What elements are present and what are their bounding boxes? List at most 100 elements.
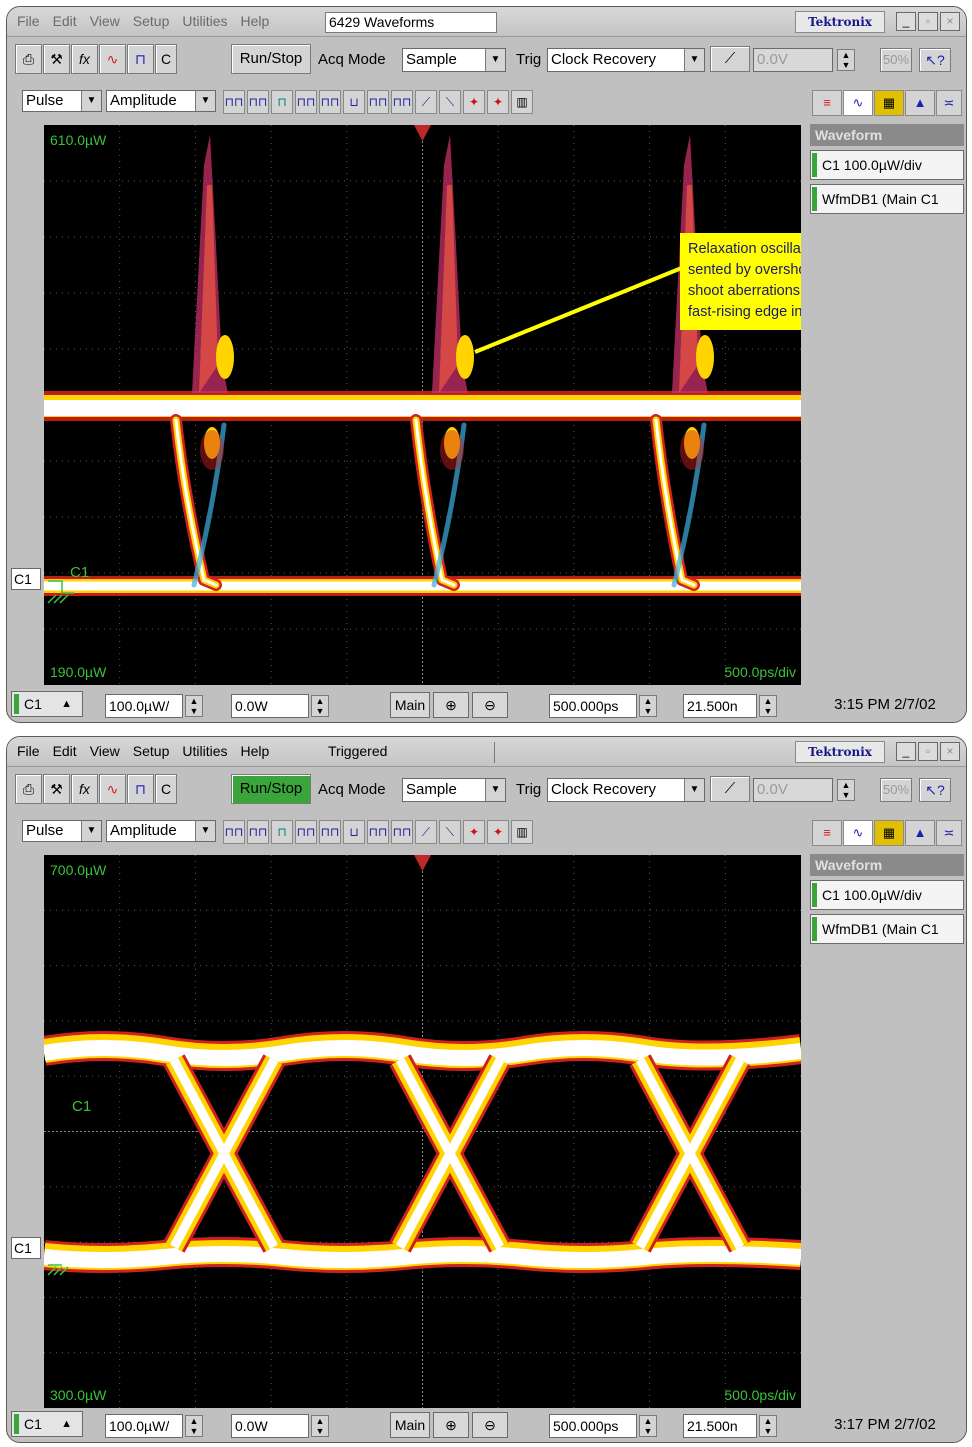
tab-histogram-icon[interactable]: ▲	[905, 820, 935, 846]
tab-xy-icon[interactable]: ≍	[936, 90, 962, 116]
trigger-slope-icon[interactable]: ⟋	[710, 776, 750, 802]
horizontal-scale-field[interactable]: 500.000ps	[549, 694, 637, 718]
trig-level-field[interactable]: 0.0V	[753, 778, 833, 802]
run-stop-button[interactable]: Run/Stop	[231, 774, 311, 804]
meas-duty-icon[interactable]: ⊓⊓	[319, 820, 341, 844]
meas-frequency-icon[interactable]: ⊓⊓	[247, 90, 269, 114]
help-pointer-icon[interactable]: ↖?	[919, 48, 951, 72]
meas-period-icon[interactable]: ⊓⊓	[223, 90, 245, 114]
main-timebase-button[interactable]: Main	[390, 1412, 430, 1438]
tab-xy-icon[interactable]: ≍	[936, 820, 962, 846]
horizontal-scale-spinner-icon[interactable]: ▲ ▼	[639, 1415, 657, 1437]
math-fx-icon[interactable]: fx	[71, 44, 98, 74]
c1-channel-marker[interactable]: C1	[11, 568, 41, 590]
tab-waveform-icon[interactable]: ∿	[843, 90, 873, 116]
waveform-item-wfmdb1[interactable]: WfmDB1 (Main C1	[810, 184, 964, 214]
zoom-50-button[interactable]: 50%	[880, 778, 912, 802]
zoom-in-icon[interactable]: ⊕	[433, 1412, 469, 1438]
meas-duty-icon[interactable]: ⊓⊓	[319, 90, 341, 114]
eye-diagram-display[interactable]: 700.0µW 300.0µW 500.0ps/div C1	[44, 855, 801, 1408]
trig-select[interactable]: Clock Recovery ▼	[547, 778, 705, 802]
trigger-slope-icon[interactable]: ⟋	[710, 46, 750, 72]
zoom-50-button[interactable]: 50%	[880, 48, 912, 72]
horizontal-position-spinner-icon[interactable]: ▲ ▼	[759, 1415, 777, 1437]
pulse-icon[interactable]: ⊓	[127, 44, 154, 74]
meas-burst-icon[interactable]: ⊔	[343, 90, 365, 114]
tools-icon[interactable]: ⚒	[43, 44, 70, 74]
tools-icon[interactable]: ⚒	[43, 774, 70, 804]
menu-file[interactable]: File	[17, 13, 40, 29]
pulse-icon[interactable]: ⊓	[127, 774, 154, 804]
vertical-scale-field[interactable]: 100.0µW/	[105, 694, 183, 718]
meas-histogram-icon[interactable]: ▥	[511, 90, 533, 114]
acq-mode-select[interactable]: Sample ▼	[402, 778, 506, 802]
menu-view[interactable]: View	[89, 743, 120, 759]
vertical-offset-spinner-icon[interactable]: ▲ ▼	[311, 695, 329, 717]
menu-help[interactable]: Help	[240, 13, 270, 29]
trig-level-spinner-icon[interactable]: ▲ ▼	[837, 779, 855, 801]
meas-nwidth-icon[interactable]: ⊓⊓	[295, 90, 317, 114]
menu-setup[interactable]: Setup	[132, 743, 170, 759]
measurement-select[interactable]: Amplitude ▼	[106, 820, 216, 842]
horizontal-scale-field[interactable]: 500.000ps	[549, 1414, 637, 1438]
measure-category-select[interactable]: Pulse ▼	[22, 90, 102, 112]
tab-measure-icon[interactable]: ≡	[812, 90, 842, 116]
close-button[interactable]: ×	[940, 742, 960, 761]
vertical-offset-field[interactable]: 0.0W	[231, 694, 309, 718]
tab-measure-icon[interactable]: ≡	[812, 820, 842, 846]
acq-mode-select[interactable]: Sample ▼	[402, 48, 506, 72]
menu-edit[interactable]: Edit	[52, 13, 77, 29]
vertical-offset-field[interactable]: 0.0W	[231, 1414, 309, 1438]
c1-channel-marker[interactable]: C1	[11, 1237, 41, 1259]
meas-rise-icon[interactable]: ⟋	[415, 90, 437, 114]
meas-nwidth-icon[interactable]: ⊓⊓	[295, 820, 317, 844]
vertical-scale-field[interactable]: 100.0µW/	[105, 1414, 183, 1438]
minimize-button[interactable]: _	[896, 12, 916, 31]
maximize-button[interactable]: ▫	[918, 12, 938, 31]
vertical-scale-spinner-icon[interactable]: ▲ ▼	[185, 1415, 203, 1437]
tab-waveform-icon[interactable]: ∿	[843, 820, 873, 846]
meas-fall-icon[interactable]: ⟍	[439, 820, 461, 844]
waveform-item-wfmdb1[interactable]: WfmDB1 (Main C1	[810, 914, 964, 944]
tab-cursor-icon[interactable]: ▦	[874, 90, 904, 116]
menu-utilities[interactable]: Utilities	[182, 743, 228, 759]
meas-area-icon[interactable]: ⊓⊓	[391, 90, 413, 114]
meas-burst-icon[interactable]: ⊔	[343, 820, 365, 844]
meas-period-icon[interactable]: ⊓⊓	[223, 820, 245, 844]
meas-phase-icon[interactable]: ✦	[463, 820, 485, 844]
waveform-icon[interactable]: ∿	[99, 774, 126, 804]
menu-file[interactable]: File	[17, 743, 40, 759]
trig-select[interactable]: Clock Recovery ▼	[547, 48, 705, 72]
meas-area-icon[interactable]: ⊓⊓	[391, 820, 413, 844]
menu-edit[interactable]: Edit	[52, 743, 77, 759]
printer-icon[interactable]: ⎙	[15, 44, 42, 74]
meas-cycle-icon[interactable]: ⊓⊓	[367, 820, 389, 844]
menu-setup[interactable]: Setup	[132, 13, 170, 29]
waveform-item-c1[interactable]: C1 100.0µW/div	[810, 150, 964, 180]
zoom-in-icon[interactable]: ⊕	[433, 692, 469, 718]
measure-category-select[interactable]: Pulse ▼	[22, 820, 102, 842]
channel-select-button[interactable]: C1 ▲	[11, 1411, 83, 1437]
help-pointer-icon[interactable]: ↖?	[919, 778, 951, 802]
menu-help[interactable]: Help	[240, 743, 270, 759]
tab-cursor-icon[interactable]: ▦	[874, 820, 904, 846]
math-fx-icon[interactable]: fx	[71, 774, 98, 804]
menu-view[interactable]: View	[89, 13, 120, 29]
run-stop-button[interactable]: Run/Stop	[231, 44, 311, 74]
tab-histogram-icon[interactable]: ▲	[905, 90, 935, 116]
zoom-out-icon[interactable]: ⊖	[472, 692, 508, 718]
meas-fall-icon[interactable]: ⟍	[439, 90, 461, 114]
menu-utilities[interactable]: Utilities	[182, 13, 228, 29]
waveform-icon[interactable]: ∿	[99, 44, 126, 74]
horizontal-position-spinner-icon[interactable]: ▲ ▼	[759, 695, 777, 717]
meas-frequency-icon[interactable]: ⊓⊓	[247, 820, 269, 844]
meas-histogram-icon[interactable]: ▥	[511, 820, 533, 844]
channel-c-button[interactable]: C	[155, 774, 177, 804]
horizontal-position-field[interactable]: 21.500n	[683, 694, 757, 718]
main-timebase-button[interactable]: Main	[390, 692, 430, 718]
horizontal-scale-spinner-icon[interactable]: ▲ ▼	[639, 695, 657, 717]
eye-diagram-display[interactable]: 610.0µW 190.0µW 500.0ps/div C1 Relaxatio…	[44, 125, 801, 685]
vertical-scale-spinner-icon[interactable]: ▲ ▼	[185, 695, 203, 717]
waveform-item-c1[interactable]: C1 100.0µW/div	[810, 880, 964, 910]
meas-delay-icon[interactable]: ✦	[487, 820, 509, 844]
